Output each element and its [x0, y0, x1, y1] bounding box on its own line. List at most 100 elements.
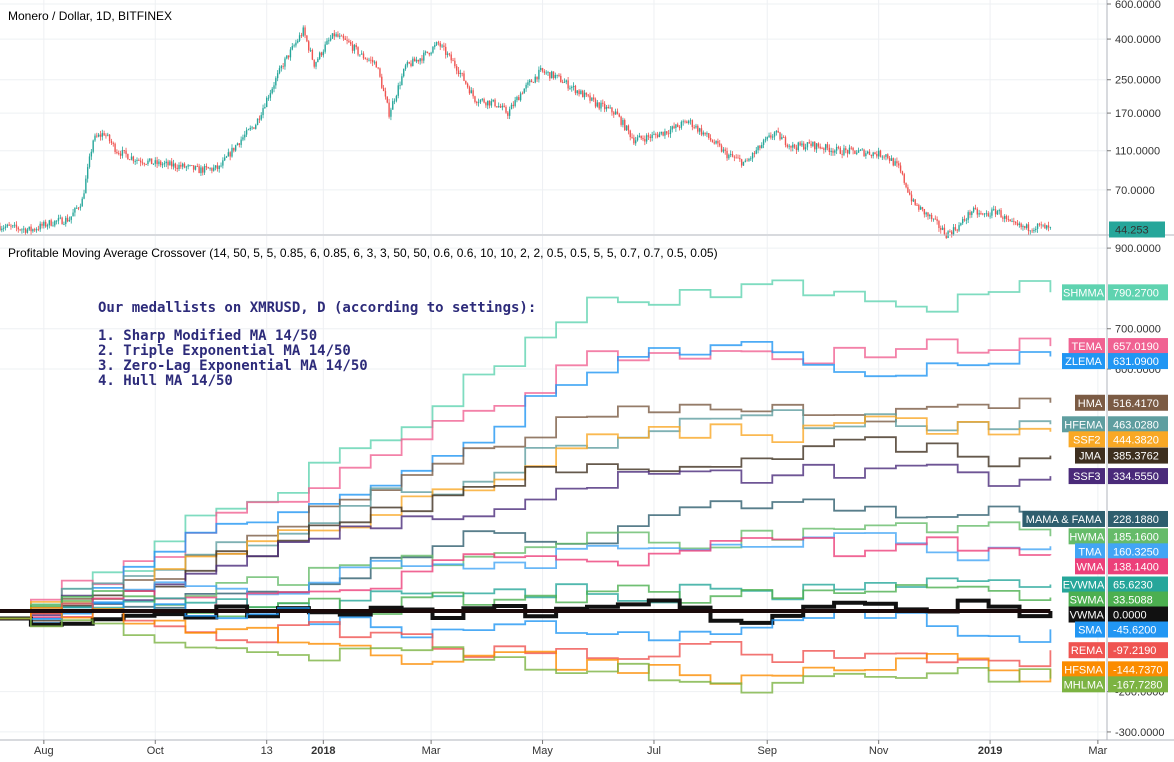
- candle: [876, 151, 878, 159]
- candle-body: [331, 33, 334, 39]
- candle-body: [4, 226, 7, 228]
- candle-body: [1, 228, 3, 231]
- candle-body: [54, 220, 56, 226]
- candle-body: [888, 158, 891, 161]
- candle: [375, 60, 378, 68]
- candle: [1038, 222, 1041, 227]
- candle-body: [222, 160, 224, 166]
- candle-body: [490, 101, 493, 106]
- candle-body: [278, 68, 281, 74]
- indicator-tag-value: 0.0000: [1113, 610, 1147, 622]
- candle: [399, 81, 401, 90]
- candle: [114, 142, 116, 155]
- candle-body: [563, 81, 566, 83]
- indicator-tag-name-box: [1062, 576, 1105, 593]
- candle-body: [375, 61, 378, 68]
- candle: [863, 148, 865, 157]
- candle-body: [819, 146, 821, 149]
- candle-body: [737, 157, 739, 159]
- candle: [21, 228, 23, 234]
- candle: [854, 150, 856, 155]
- candle-body: [297, 40, 299, 43]
- candle-body: [673, 126, 675, 129]
- candle: [918, 203, 920, 212]
- indicator-tag: MAMA & FAMA 228.1880: [1022, 510, 1168, 527]
- candle-body: [452, 60, 454, 62]
- candle-body: [717, 141, 719, 144]
- candle: [614, 108, 617, 115]
- candle: [697, 124, 699, 134]
- candle: [426, 51, 429, 54]
- candle-body: [932, 218, 935, 220]
- candle: [132, 155, 135, 164]
- candle: [989, 212, 991, 219]
- candle-body: [512, 104, 515, 106]
- candle-body: [952, 227, 955, 235]
- candle-body: [253, 127, 255, 129]
- candle: [432, 45, 434, 54]
- candle-body: [894, 161, 896, 166]
- candle-body: [276, 73, 279, 79]
- candle-body: [507, 112, 509, 116]
- candle-body: [377, 67, 379, 69]
- candle: [406, 60, 409, 68]
- indicator-tag-name: SSF3: [1073, 471, 1101, 483]
- candle: [138, 158, 140, 161]
- candle: [726, 147, 728, 161]
- candle-body: [1011, 221, 1013, 222]
- candle: [673, 122, 675, 130]
- candle-body: [366, 59, 368, 61]
- candle-body: [105, 135, 107, 137]
- candle: [295, 39, 297, 48]
- candle-body: [865, 153, 867, 156]
- candle-body: [501, 105, 504, 108]
- candle-body: [684, 121, 686, 123]
- candle: [328, 37, 330, 45]
- candle: [163, 160, 166, 168]
- candle: [691, 119, 694, 131]
- candle: [130, 152, 133, 161]
- candle: [649, 134, 652, 142]
- candle: [249, 125, 251, 132]
- indicator-tag-value-box: [1108, 591, 1168, 608]
- indicator-tag: HMA 516.4170: [1075, 394, 1168, 411]
- candle-body: [48, 220, 51, 226]
- candle: [203, 163, 206, 175]
- candle: [68, 216, 71, 222]
- price-y-tick-label: 250.0000: [1115, 75, 1161, 87]
- candle-body: [644, 139, 646, 142]
- candle: [344, 35, 346, 41]
- candle-body: [943, 227, 946, 235]
- candle: [521, 91, 524, 95]
- candle-body: [350, 42, 352, 45]
- candle-body: [733, 156, 736, 158]
- candle-body: [413, 58, 416, 62]
- indicator-tag: SSF3 334.5550: [1068, 468, 1168, 485]
- candle: [34, 227, 36, 232]
- candle: [35, 227, 38, 233]
- candle: [477, 98, 480, 107]
- candle-body: [399, 85, 401, 86]
- candle-body: [359, 54, 361, 56]
- price-y-tick-label: 110.0000: [1115, 146, 1160, 158]
- candle-body: [382, 87, 385, 92]
- candle: [77, 206, 80, 211]
- candle: [472, 88, 474, 99]
- candle-body: [647, 135, 650, 137]
- candle-body: [755, 150, 757, 154]
- candle: [1025, 223, 1028, 230]
- candle: [386, 96, 388, 104]
- candle-body: [536, 76, 538, 80]
- candle: [12, 224, 14, 229]
- candle: [536, 76, 538, 83]
- candle-body: [309, 50, 312, 51]
- candle-body: [903, 174, 905, 183]
- candle-body: [552, 71, 555, 78]
- price-chart-title: Monero / Dollar, 1D, BITFINEX: [8, 9, 172, 23]
- candle: [269, 89, 272, 101]
- candle: [24, 227, 27, 236]
- candle: [1029, 230, 1031, 235]
- candle-body: [289, 49, 292, 58]
- candle: [428, 52, 430, 57]
- candle-body: [99, 134, 102, 137]
